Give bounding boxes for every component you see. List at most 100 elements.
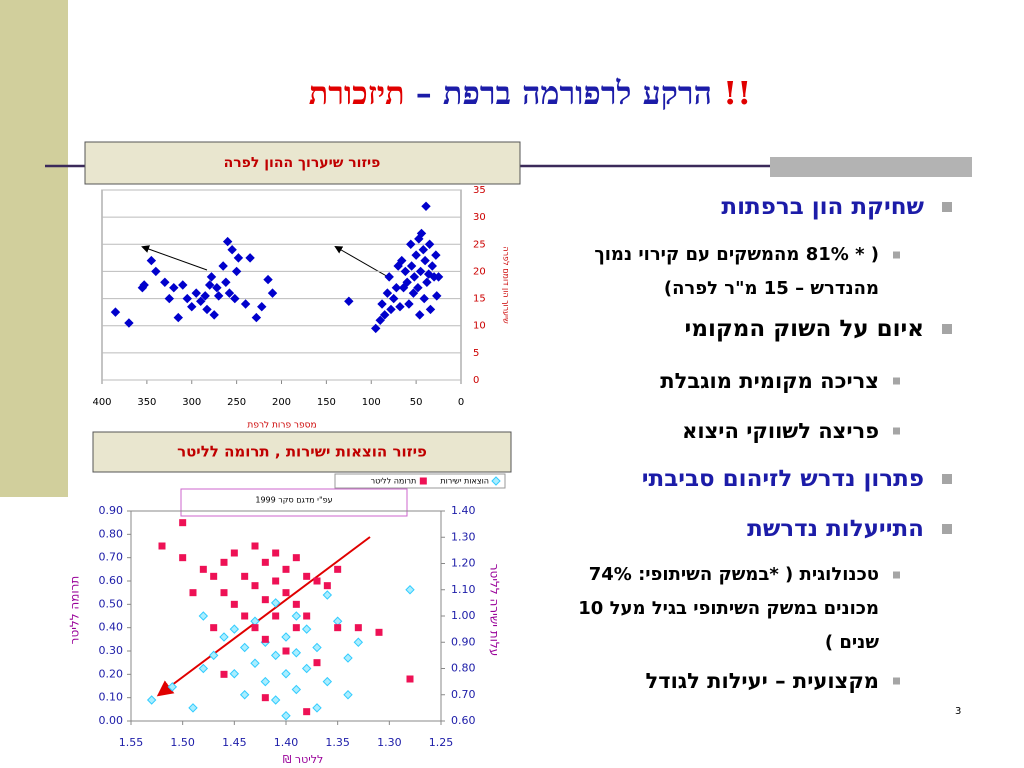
point [219,632,229,642]
point [198,663,209,674]
x-axis-label: ₪ לליטר [283,753,323,766]
point [245,253,255,263]
point [230,293,240,304]
x-tick-label: 1.50 [170,736,195,749]
point [353,637,364,647]
point [224,288,235,298]
point [209,310,219,320]
y-tick-label: 0.50 [99,597,124,610]
point [418,245,429,255]
point [322,676,333,687]
x-tick-label: 100 [362,397,381,408]
point [398,283,409,293]
bullet-icon [942,324,952,334]
bullet-icon [893,251,900,259]
bullet-icon [893,427,900,435]
point [301,663,312,674]
point [239,690,250,700]
chart-panel [60,497,508,768]
point [291,684,302,695]
point [282,565,290,573]
bullet-main: שחיקת הון ברפתות [721,194,924,220]
point [404,299,414,309]
point [220,589,228,597]
point [291,648,302,658]
point [199,565,207,573]
point [179,554,187,562]
point [251,582,259,590]
point [220,558,228,566]
point [251,312,262,323]
point [406,261,417,271]
point [292,624,300,632]
bullet-icon [942,524,952,534]
x-tick-label: 300 [182,397,201,408]
point [303,572,311,580]
point [206,272,217,282]
point [212,283,222,293]
bullet-icon [893,571,900,579]
point [312,703,322,713]
point [179,519,187,527]
point [251,624,259,632]
point [415,310,425,320]
point [178,280,188,290]
point [386,304,396,315]
point [375,628,383,636]
point [282,647,290,655]
point [210,572,218,580]
x-tick-label: 1.30 [377,736,402,749]
chart-title: פיזור שיערוך ההון לפרה [224,155,381,171]
point [395,302,405,312]
point [270,650,281,661]
point [218,261,228,271]
point [189,589,197,597]
y-tick-label: 15 [473,294,486,305]
point [146,255,157,266]
y-tick-label: 0.30 [99,644,124,657]
point [416,228,427,239]
point [405,585,415,595]
y2-tick-label: 1.30 [451,530,476,543]
y-tick-label: 0.80 [99,527,124,540]
x-tick-label: 1.40 [274,736,299,749]
point [303,708,311,716]
point [371,323,381,334]
bullet-sub: פריצה לשווקי היצוא [682,419,879,443]
y-tick-label: 0.00 [99,714,124,727]
y2-tick-label: 1.40 [451,504,476,517]
point [169,283,179,293]
point [241,612,249,620]
point [210,624,218,632]
page-number: 3 [955,706,962,717]
y2-tick-label: 0.80 [451,662,476,675]
y-axis-label: שיערוך הון דומם לפרה [502,246,511,324]
point [420,255,430,266]
point [200,291,210,301]
point [301,624,312,634]
point [261,596,269,604]
point [202,304,212,315]
y-tick-label: 35 [473,185,486,196]
x-tick-label: 250 [227,397,246,408]
point [491,476,501,486]
y-tick-label: 0.40 [99,621,124,634]
point [222,236,233,247]
y2-tick-label: 1.00 [451,609,476,622]
point [323,582,331,590]
point [393,261,403,271]
y2-tick-label: 0.70 [451,688,476,701]
x-axis-label: מספר פרות לרפת [247,421,316,431]
legend-label: הוצאות ישירות [440,477,489,486]
point [251,542,259,550]
point [334,624,342,632]
point [281,669,291,679]
chart-title: פיזור הוצאות ישירות , תרומה לליטר [177,443,427,461]
point [182,293,192,304]
point [406,239,416,249]
point [261,558,269,566]
point [233,253,244,263]
point [397,255,407,266]
arrow [141,245,208,271]
bullet-main: התייעלות נדרשת [747,516,924,542]
